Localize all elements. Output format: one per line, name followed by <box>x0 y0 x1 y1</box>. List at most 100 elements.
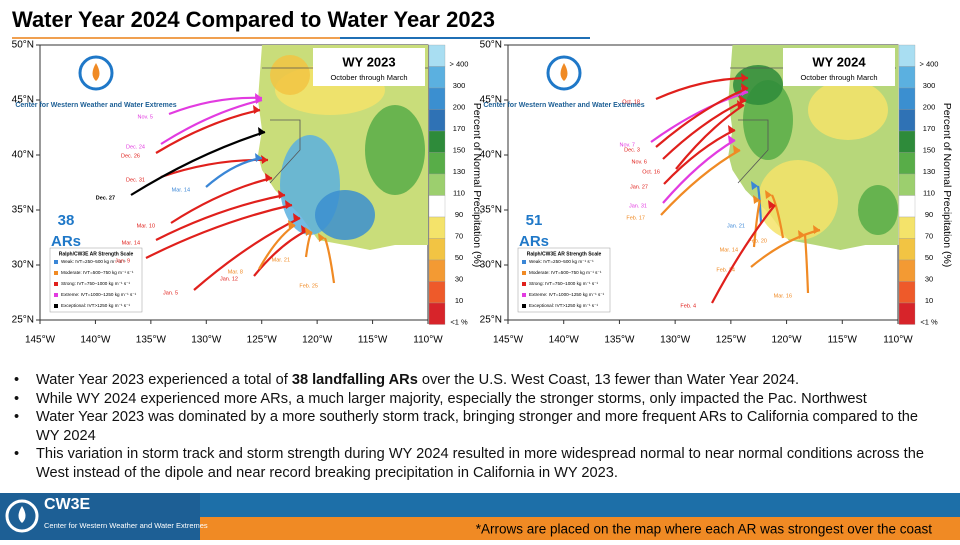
lon-label: 140°W <box>549 335 580 346</box>
legend-swatch <box>522 260 526 264</box>
bullet-text: over the U.S. West Coast, 13 fewer than … <box>417 372 800 388</box>
ar-arrowhead <box>768 200 775 209</box>
ar-arrowhead <box>265 173 272 182</box>
precip-patch <box>858 185 898 235</box>
precip-patch <box>733 65 783 105</box>
ar-arrow <box>752 199 762 248</box>
colorbar-title: Percent of Normal Precipitation (%) <box>941 103 953 268</box>
ar-arrowhead <box>765 190 772 199</box>
lat-label: 30°N <box>12 260 34 271</box>
lat-label: 45°N <box>12 95 34 106</box>
legend-item: Extreme: IVT=1000–1250 kg m⁻¹ s⁻¹ <box>529 292 605 297</box>
ar-arrowhead <box>285 200 292 209</box>
map-subtitle: October through March <box>800 73 877 82</box>
lat-label: 50°N <box>12 40 34 51</box>
ar-date: Mar. 21 <box>272 257 290 263</box>
ar-date: Mar. 14 <box>122 240 140 246</box>
ar-arrowhead <box>261 155 268 164</box>
ar-arrow <box>655 86 749 148</box>
colorbar-label: 70 <box>455 231 463 240</box>
precip-patch <box>315 190 375 240</box>
ar-arrowhead <box>255 153 262 162</box>
footer-logo-box <box>0 493 200 540</box>
colorbar-label: 130 <box>453 167 466 176</box>
border <box>737 119 769 184</box>
map-subtitle: October through March <box>330 73 407 82</box>
map-panel: 50°N 45°N 40°N 35°N 30°N 25°N 145°W 140°W 135°W 1… <box>12 40 484 346</box>
colorbar-label: 200 <box>923 102 936 111</box>
map-logo-drop <box>92 63 100 81</box>
lon-label: 125°W <box>247 335 278 346</box>
colorbar-cell <box>898 238 916 261</box>
ar-arrowhead <box>318 233 325 242</box>
colorbar-label: 150 <box>453 145 466 154</box>
legend-swatch <box>522 293 526 297</box>
ar-arrow <box>323 237 336 284</box>
ar-date: Mar. 14 <box>720 247 738 253</box>
ar-date: Nov. 7 <box>620 142 636 148</box>
legend-swatch <box>522 271 526 275</box>
ar-date: Dec. 26 <box>121 153 140 159</box>
logo-drop <box>18 506 26 523</box>
colorbar-label: 110 <box>923 188 935 197</box>
colorbar-cell <box>428 44 446 67</box>
ar-date: Jan. 27 <box>630 184 648 190</box>
colorbar-label: > 400 <box>450 59 469 68</box>
lon-label: 135°W <box>604 335 635 346</box>
ar-date: Dec. 24 <box>126 144 145 150</box>
bullet-text: Water Year 2023 experienced a total of <box>36 372 292 388</box>
bullet: Water Year 2023 was dominated by a more … <box>14 408 944 445</box>
colorbar-cell <box>898 259 916 282</box>
colorbar-cell <box>898 66 916 89</box>
bullet-list: Water Year 2023 experienced a total of 3… <box>14 371 944 482</box>
lat-label: 45°N <box>480 95 502 106</box>
ar-count: 38 <box>58 212 75 229</box>
footer-logo: CW3E <box>44 496 91 513</box>
colorbar-label: 30 <box>925 274 933 283</box>
precip-patch <box>365 105 425 195</box>
legend-swatch <box>54 271 58 275</box>
footer-note: *Arrows are placed on the map where each… <box>476 522 932 537</box>
precip-patch <box>808 80 888 140</box>
ar-arrowhead <box>293 213 300 222</box>
colorbar-label: 130 <box>923 167 936 176</box>
ar-date: Jan. 12 <box>220 276 238 282</box>
ar-arrowhead <box>739 95 746 104</box>
ar-count-unit: ARs <box>51 233 81 250</box>
colorbar-label: <1 % <box>450 317 468 326</box>
ar-arrowhead <box>258 127 265 136</box>
legend-swatch <box>522 304 526 308</box>
ar-date: Dec. 3 <box>624 147 640 153</box>
legend-swatch <box>522 282 526 286</box>
lon-label: 140°W <box>80 335 111 346</box>
colorbar-cell <box>898 87 916 110</box>
legend-box <box>517 247 611 313</box>
lon-label: 115°W <box>358 335 388 346</box>
legend-item: Strong: IVT=750–1000 kg m⁻¹ s⁻¹ <box>529 281 599 286</box>
ar-arrow <box>655 76 749 101</box>
border <box>269 119 301 184</box>
legend-item: Exceptional: IVT>1250 kg m⁻¹ s⁻¹ <box>529 303 599 308</box>
lat-label: 25°N <box>480 315 502 326</box>
bullet-text: This variation in storm track and storm … <box>36 446 924 481</box>
lat-label: 35°N <box>12 205 34 216</box>
bullet: This variation in storm track and storm … <box>14 445 944 482</box>
ar-date: Jan. 9 <box>115 258 130 264</box>
ar-count: 51 <box>526 212 543 229</box>
map-logo-text: Center for Western Weather and Water Ext… <box>15 102 176 109</box>
ar-date: Mar. 14 <box>172 187 190 193</box>
ar-arrow <box>803 234 810 294</box>
ar-date: Feb. 4 <box>680 303 696 309</box>
ar-date: Jan. 21 <box>727 223 745 229</box>
ar-arrowhead <box>753 195 760 204</box>
ar-arrow <box>650 90 749 143</box>
map-title-box <box>783 48 895 86</box>
ar-date: Feb. 25 <box>299 283 318 289</box>
ar-arrowhead <box>305 227 312 236</box>
colorbar-cell <box>428 259 446 282</box>
bullet: Water Year 2023 experienced a total of 3… <box>14 371 944 390</box>
legend-swatch <box>54 260 58 264</box>
lat-label: 50°N <box>480 40 502 51</box>
colorbar-cell <box>898 152 916 175</box>
